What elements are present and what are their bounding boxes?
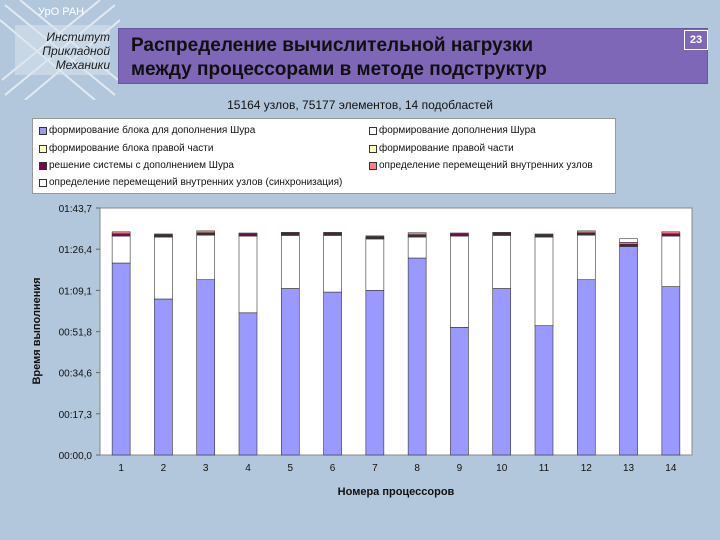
bar-segment — [365, 290, 385, 456]
y-tick-label: 00:34,6 — [59, 369, 93, 380]
legend-label: решение системы с дополнением Шура — [49, 160, 234, 171]
bar-segment — [238, 232, 258, 235]
bar-segment — [365, 238, 385, 291]
legend-swatch — [39, 162, 47, 170]
bar-segment — [492, 231, 512, 234]
x-tick-label: 7 — [372, 463, 378, 474]
bar-segment — [534, 325, 554, 456]
legend-label: определение перемещений внутренних узлов — [379, 160, 593, 171]
bar-segment — [492, 235, 512, 289]
x-tick-label: 13 — [623, 463, 635, 474]
bar-segment — [661, 235, 681, 287]
bar-segment — [111, 231, 131, 235]
legend-swatch — [369, 162, 377, 170]
legend-label: формирование правой части — [379, 143, 514, 154]
institute-line: Прикладной — [42, 44, 110, 58]
x-axis-label: Номера процессоров — [338, 486, 455, 498]
bar-segment — [576, 230, 596, 234]
bar-segment — [661, 231, 681, 235]
chart-subtitle: 15164 узлов, 75177 элементов, 14 подобла… — [227, 98, 493, 112]
bar-segment — [534, 236, 554, 326]
bar-segment — [196, 234, 216, 280]
bar-segment — [238, 312, 258, 456]
x-tick-label: 6 — [330, 463, 336, 474]
x-tick-label: 5 — [288, 463, 294, 474]
legend-swatch — [39, 127, 47, 135]
y-tick-label: 01:43,7 — [59, 204, 93, 215]
bar-segment — [154, 298, 173, 456]
bar-segment — [407, 232, 427, 235]
bar-segment — [280, 231, 300, 234]
slide-title-line-1: Распределение вычислительной нагрузки — [131, 35, 534, 56]
title-banner: Распределение вычислительной нагрузки ме… — [118, 28, 708, 84]
bar-segment — [450, 232, 469, 235]
x-tick-label: 2 — [161, 463, 167, 474]
slide-title-line-2: между процессорами в методе подструктур — [131, 59, 547, 80]
bar-segment — [154, 233, 173, 235]
bar-segment — [111, 262, 131, 456]
bar-segment — [407, 257, 427, 456]
bar-segment — [196, 230, 216, 234]
legend-swatch — [39, 145, 47, 153]
bar-segment — [450, 235, 469, 328]
x-tick-label: 1 — [118, 463, 124, 474]
bar-segment — [534, 233, 554, 235]
bar-segment — [154, 236, 173, 300]
bar-segment — [450, 327, 469, 456]
legend-label: формирование блока для дополнения Шура — [49, 125, 256, 136]
y-axis-label: Время выполнения — [31, 277, 43, 384]
x-tick-label: 8 — [414, 463, 420, 474]
x-tick-label: 9 — [457, 463, 463, 474]
x-tick-label: 3 — [203, 463, 209, 474]
legend-swatch — [369, 145, 377, 153]
bar-segment — [280, 235, 300, 289]
legend-swatch — [369, 127, 377, 135]
x-tick-label: 12 — [581, 463, 593, 474]
bar-segment — [323, 231, 342, 234]
bar-segment — [323, 291, 342, 456]
bar-segment — [576, 234, 596, 280]
bar-segment — [619, 238, 638, 243]
logo — [0, 0, 121, 101]
legend-label: формирование дополнения Шура — [379, 125, 536, 136]
bar-segment — [323, 235, 342, 293]
bar-segment — [196, 279, 216, 456]
legend-label: определение перемещений внутренних узлов… — [49, 177, 343, 188]
legend-swatch — [39, 179, 47, 187]
legend-label: формирование блока правой части — [49, 143, 214, 154]
institute-line: Институт — [46, 30, 110, 44]
bar-segment — [661, 286, 681, 456]
x-tick-label: 10 — [496, 463, 508, 474]
bar-segment — [576, 279, 596, 456]
logo-graphic — [0, 0, 121, 101]
bar-segment — [238, 235, 258, 314]
bar-segment — [280, 288, 300, 456]
bar-segment — [365, 235, 385, 237]
y-tick-label: 00:17,3 — [59, 410, 93, 421]
page-number: 23 — [684, 30, 708, 50]
institute-name: Институт Прикладной Механики — [20, 30, 110, 72]
x-tick-label: 4 — [245, 463, 251, 474]
x-tick-label: 14 — [665, 463, 677, 474]
institute-line: Механики — [55, 58, 110, 72]
bar-segment — [619, 246, 638, 456]
bar-segment — [111, 235, 131, 264]
y-tick-label: 01:26,4 — [59, 245, 93, 256]
bar-segment — [492, 288, 512, 456]
y-tick-label: 00:00,0 — [59, 451, 93, 462]
plot-area — [99, 207, 693, 456]
y-tick-label: 00:51,8 — [59, 328, 93, 339]
org-label: УрО РАН — [38, 6, 85, 18]
y-tick-label: 01:09,1 — [59, 286, 93, 297]
x-tick-label: 11 — [539, 463, 550, 474]
chart-legend: формирование блока для дополнения Шура ф… — [32, 118, 616, 194]
bar-segment — [407, 236, 427, 259]
